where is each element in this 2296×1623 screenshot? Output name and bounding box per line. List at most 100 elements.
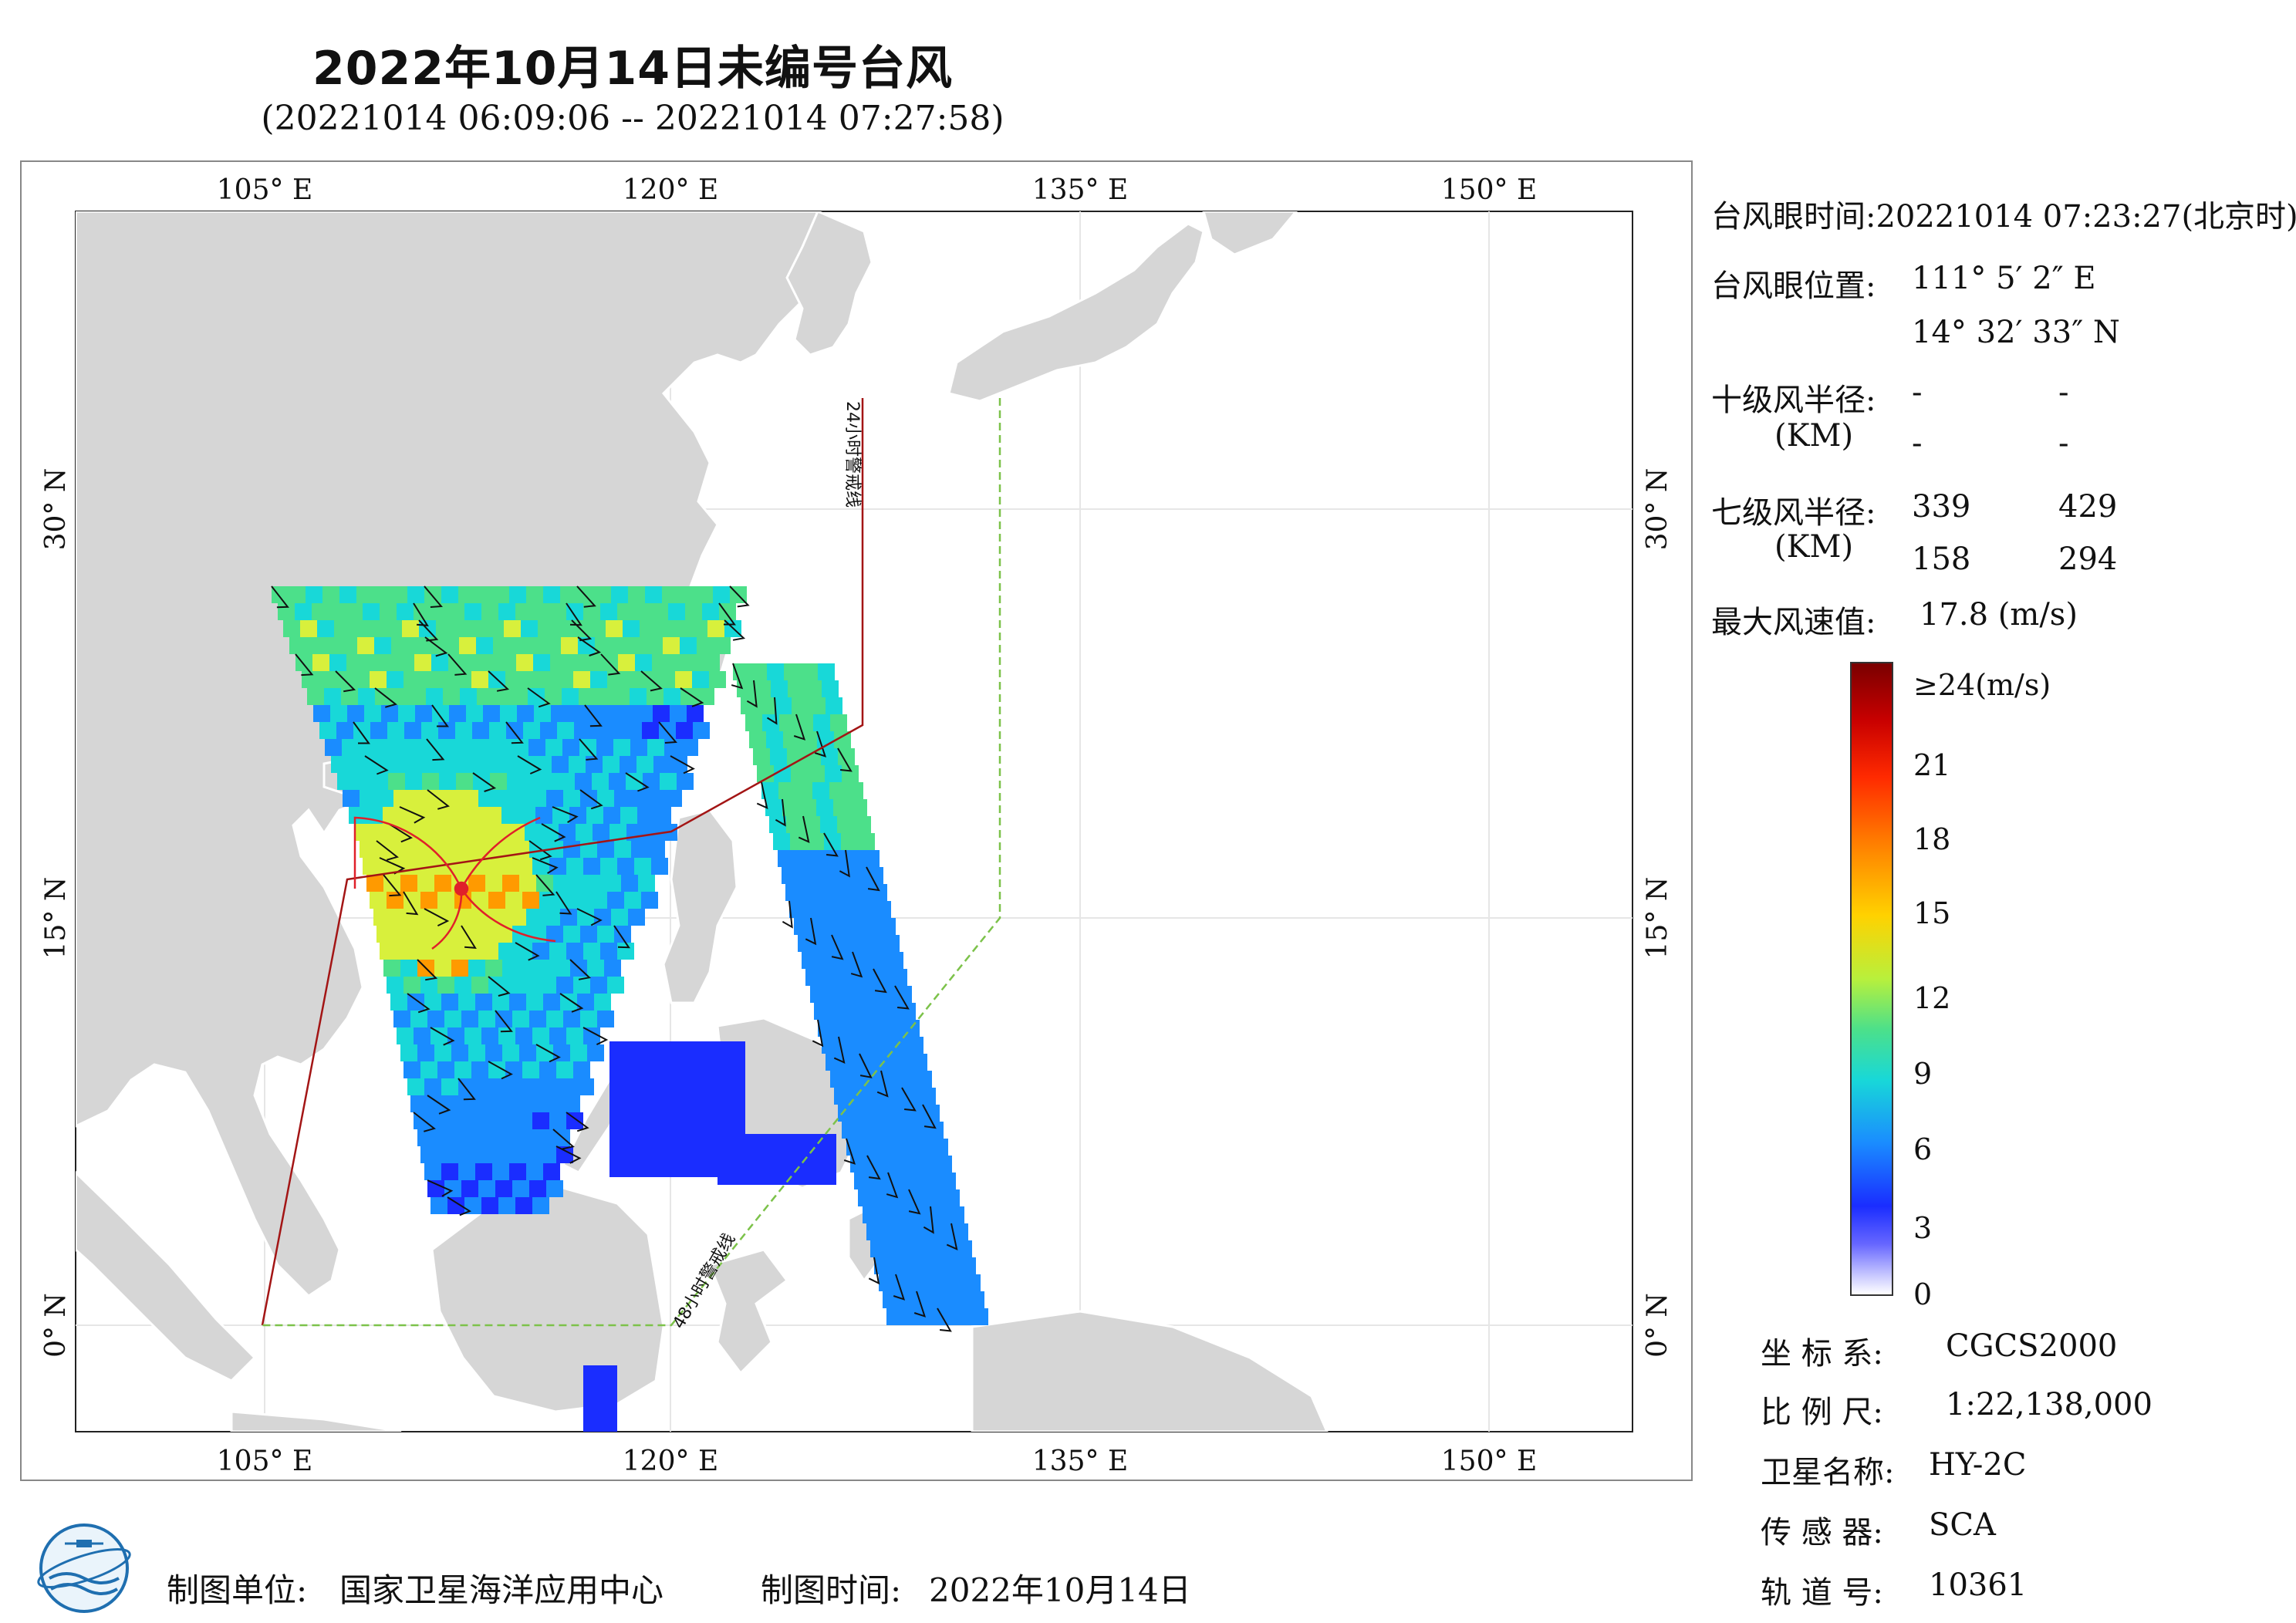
eye-time-row: 台风眼时间:20221014 07:23:27(北京时) (1711, 191, 2296, 236)
wind-cell (836, 952, 853, 969)
wind-cell (580, 1011, 597, 1027)
wind-barb (868, 1257, 880, 1285)
wind-cell (883, 1223, 900, 1240)
wind-cell (512, 1011, 529, 1027)
wind-cell (519, 960, 536, 977)
wind-cell (594, 994, 611, 1011)
wind-barb (383, 874, 402, 897)
warning-line-24h-label: 24小时警戒线 (842, 401, 862, 508)
wind-barb (613, 925, 630, 949)
lon-label-top-105: 105° E (217, 174, 312, 206)
wind-cell (470, 620, 487, 637)
wind-cell (414, 1027, 430, 1044)
wind-cell (485, 1044, 502, 1061)
wind-cell (686, 654, 703, 671)
wind-cell (786, 816, 803, 833)
wind-cell (713, 586, 730, 603)
wind-cell (522, 1061, 539, 1078)
wind-cell (870, 1240, 887, 1257)
r10-value-2: - (2058, 375, 2069, 410)
wind-cell (502, 1129, 519, 1146)
wind-barb (658, 721, 677, 744)
warning-line-48h (262, 398, 1001, 1327)
wind-cell (624, 892, 641, 909)
wind-cell (600, 603, 617, 620)
sensor-label: 传 感 器: (1761, 1515, 1883, 1550)
wind-cell (505, 671, 522, 688)
wind-cell (692, 671, 709, 688)
wind-cell (498, 1027, 515, 1044)
wind-cell (677, 1075, 694, 1092)
wind-barb (515, 942, 540, 961)
wind-cell (897, 1139, 914, 1156)
wind-cell (934, 1291, 950, 1308)
wind-cell (951, 1223, 968, 1240)
wind-cell (331, 756, 348, 773)
wind-cell (360, 841, 376, 858)
wind-cell (495, 841, 512, 858)
wind-cell (858, 1189, 875, 1206)
eye-time-value: 20221014 07:23:27(北京时) (1876, 199, 2296, 235)
wind-cell (443, 688, 460, 705)
wind-cell (908, 1257, 925, 1274)
wind-cell (467, 756, 484, 773)
wind-cell (473, 773, 490, 790)
wind-cell (848, 1003, 865, 1020)
wind-cell (626, 1160, 643, 1177)
wind-cell (822, 680, 839, 697)
wind-cell (609, 1126, 626, 1143)
wind-cell (434, 875, 451, 892)
wind-cell (538, 620, 555, 637)
wind-cell (568, 705, 585, 722)
wind-barb (427, 789, 450, 810)
wind-cell (669, 654, 686, 671)
wind-cell (330, 705, 347, 722)
wind-cell (803, 816, 820, 833)
wind-cell (677, 773, 694, 790)
wind-cell (390, 586, 407, 603)
wind-cell (410, 739, 427, 756)
wind-cell (532, 603, 549, 620)
wind-cell (879, 1274, 896, 1291)
wind-cell (302, 671, 319, 688)
wind-cell (566, 603, 583, 620)
wind-barb (876, 1070, 889, 1098)
wind-cell (392, 688, 409, 705)
wind-cell (475, 1078, 492, 1095)
wind-cell (623, 620, 640, 637)
wind-cell (634, 858, 651, 875)
r7-value-2: 429 (2058, 489, 2118, 525)
wind-cell (407, 994, 424, 1011)
wind-cell (477, 688, 494, 705)
wind-cell (791, 765, 808, 782)
wind-barb (364, 755, 389, 775)
wind-cell (423, 824, 440, 841)
wind-cell (802, 1168, 819, 1185)
wind-cell (306, 586, 322, 603)
wind-cell (927, 1122, 944, 1139)
wind-cell (618, 654, 635, 671)
wind-cell (532, 858, 549, 875)
wind-cell (509, 909, 526, 926)
wind-barb (495, 1010, 513, 1033)
wind-cell (711, 1109, 728, 1126)
wind-cell (451, 807, 468, 824)
wind-cell (643, 1058, 660, 1075)
wind-cell (558, 773, 575, 790)
wind-barb (850, 951, 863, 978)
wind-cell (447, 943, 464, 960)
wind-cell (931, 1139, 948, 1156)
wind-cell (802, 952, 819, 969)
wind-cell (447, 1197, 464, 1214)
wind-barb (552, 806, 579, 823)
wind-cell (967, 1291, 984, 1308)
wind-cell (552, 756, 569, 773)
wind-cell (319, 722, 336, 739)
wind-cell (884, 1156, 901, 1173)
wind-cell (609, 1075, 626, 1092)
wind-cell (834, 731, 851, 748)
wind-cell (942, 1257, 959, 1274)
wind-cell (319, 671, 336, 688)
wind-cell (312, 654, 329, 671)
